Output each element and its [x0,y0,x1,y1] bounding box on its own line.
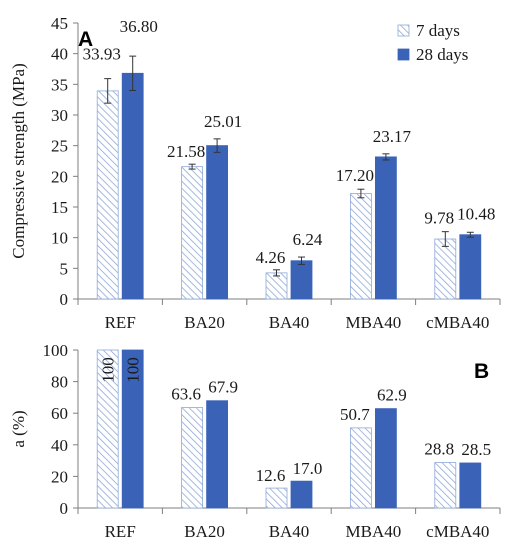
y-tick-label: 40 [51,45,68,64]
bar-cmba40-7d [434,238,457,300]
legend-label: 28 days [416,45,468,64]
y-tick-label: 25 [51,137,68,156]
y-tick-label: 35 [51,75,68,94]
panel-label: B [474,360,489,383]
bar-mba40-7d [349,427,372,509]
bar-cmba40-28d [459,462,482,509]
x-tick-label: MBA40 [346,313,402,332]
y-tick-label: 20 [51,467,68,486]
x-tick-label: MBA40 [346,522,402,541]
y-tick-label: 0 [60,290,69,309]
y-axis-label: Compressive strength (MPa) [9,63,28,258]
legend-label: 7 days [416,21,460,40]
bar-mba40-7d [349,193,372,300]
legend: 7 days 28 days [397,21,468,64]
x-tick-label: BA40 [269,522,310,541]
bar-cmba40-7d [434,462,457,509]
y-tick-label: 45 [51,14,68,33]
bar-ba40-7d [265,487,288,509]
bar-ref-28d [121,349,144,509]
data-label: 21.58 [167,142,205,161]
data-label: 50.7 [340,405,370,424]
bar-cmba40-28d [459,234,482,300]
data-label: 6.24 [293,230,323,249]
data-label: 17.0 [293,459,323,478]
bar-ba40-28d [290,480,313,509]
chart-b: 0 20 40 60 80 100 REF BA20 BA40 MBA40 cMBA40 100 63.… [9,341,501,541]
panel-label: A [78,28,93,51]
bar-ref-7d [96,349,119,509]
x-tick-label: BA20 [184,522,225,541]
y-tick-label: 100 [43,341,69,360]
data-label: 10.48 [457,204,495,223]
bar-mba40-28d [374,156,397,300]
y-tick-label: 0 [60,499,69,518]
bar-ba20-28d [206,400,229,509]
x-tick-label: BA40 [269,313,310,332]
data-label: 100 [124,357,143,383]
bar-ba40-28d [290,260,313,300]
data-label: 100 [99,357,118,383]
legend-swatch-7d [397,24,410,37]
data-label: 28.5 [461,440,491,459]
data-label: 25.01 [204,112,242,131]
y-tick-label: 40 [51,436,68,455]
data-label: 33.93 [83,45,121,64]
bar-mba40-28d [374,408,397,509]
y-tick-label: 20 [51,167,68,186]
y-tick-label: 10 [51,229,68,248]
bar-ba40-7d [265,272,288,300]
x-tick-label: REF [105,313,136,332]
x-tick-label: cMBA40 [426,522,489,541]
bar-ba20-7d [181,166,204,300]
data-label: 17.20 [336,166,374,185]
data-label: 9.78 [424,209,454,228]
legend-swatch-28d [397,48,410,61]
x-tick-label: cMBA40 [426,313,489,332]
data-label: 23.17 [373,127,412,146]
y-tick-label: 80 [51,373,68,392]
y-tick-label: 60 [51,404,68,423]
data-label: 62.9 [377,386,407,405]
data-label: 12.6 [256,466,286,485]
bar-ref-7d [96,90,119,300]
data-label: 67.9 [208,378,238,397]
y-tick-label: 30 [51,106,68,125]
bar-ba20-7d [181,407,204,509]
data-label: 4.26 [256,248,286,267]
y-tick-label: 5 [60,259,69,278]
y-axis-label: a (%) [9,410,28,447]
data-label: 28.8 [424,439,454,458]
x-tick-label: REF [105,522,136,541]
data-label: 36.80 [120,17,158,36]
data-label: 63.6 [171,385,201,404]
bar-ba20-28d [206,145,229,300]
y-tick-label: 15 [51,198,68,217]
bar-ref-28d [121,72,144,300]
chart-a: 0 5 10 15 20 25 30 35 40 45 REF BA20 BA40 MBA40 cMBA40… [9,14,501,332]
x-tick-label: BA20 [184,313,225,332]
